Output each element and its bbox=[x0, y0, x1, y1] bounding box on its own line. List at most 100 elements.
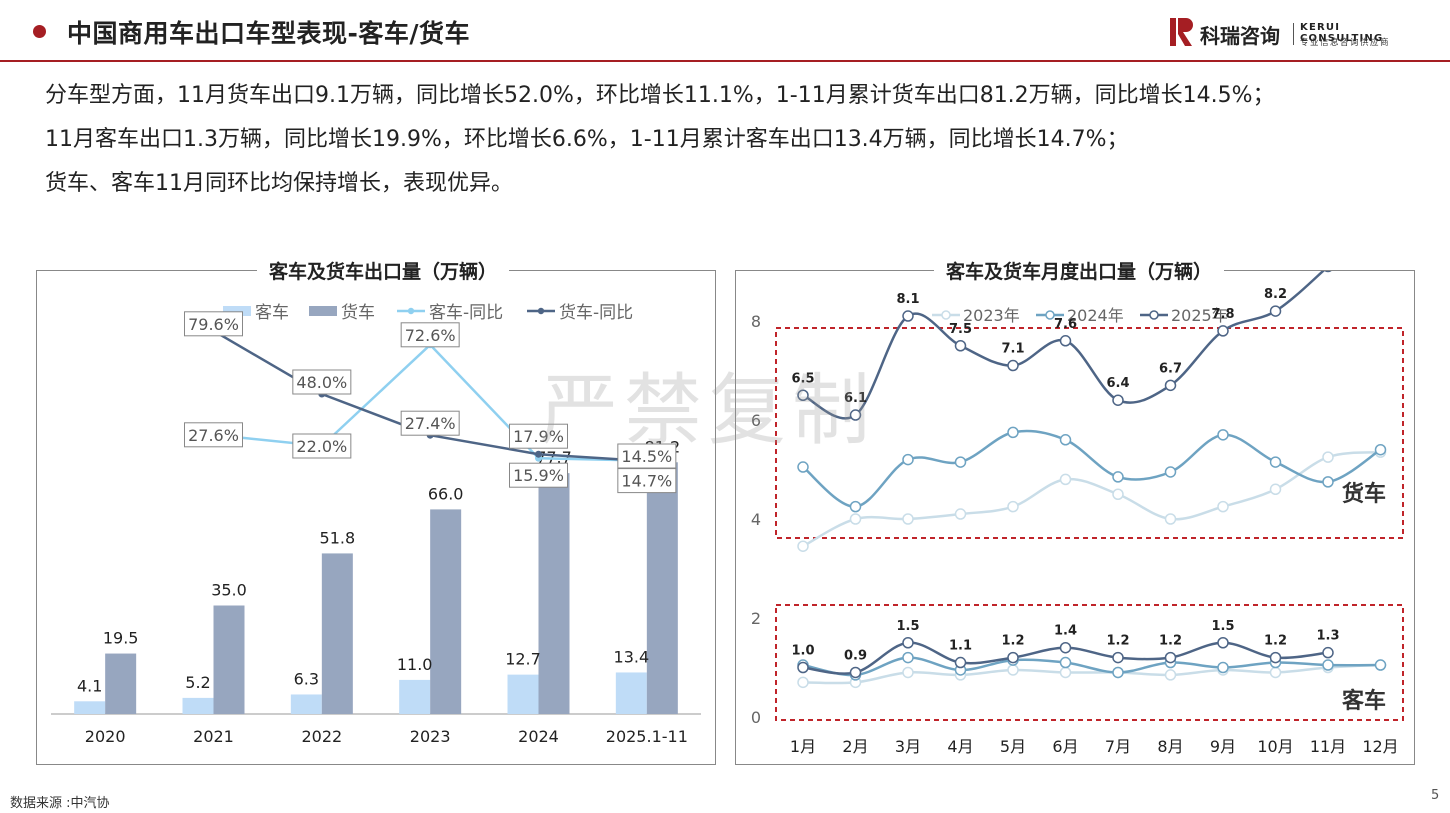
x-tick-label: 3月 bbox=[895, 737, 921, 756]
legend-swatch bbox=[223, 306, 251, 316]
summary-line: 分车型方面，11月货车出口9.1万辆，同比增长52.0%，环比增长11.1%，1… bbox=[45, 83, 1275, 108]
x-tick-label: 2020 bbox=[85, 727, 126, 746]
kerui-logo-icon bbox=[1170, 18, 1193, 46]
series-point bbox=[1164, 651, 1177, 664]
data-label-2025: 6.5 bbox=[791, 371, 814, 386]
data-label-2025: 7.5 bbox=[949, 322, 972, 337]
yoy-label-box bbox=[617, 443, 677, 469]
series-point bbox=[849, 500, 862, 513]
data-label-2025: 8.1 bbox=[896, 292, 919, 307]
series-point bbox=[1217, 661, 1229, 674]
data-label-2025: 0.9 bbox=[844, 648, 867, 663]
x-tick-label: 5月 bbox=[1000, 737, 1026, 756]
bar-truck bbox=[646, 462, 678, 714]
yoy-label: 14.7% bbox=[621, 472, 672, 491]
bar-bus bbox=[399, 679, 431, 714]
legend-label: 2024年 bbox=[1067, 306, 1124, 325]
data-label-bus: 5.2 bbox=[185, 673, 210, 692]
series-point bbox=[1164, 466, 1177, 478]
legend-marker bbox=[407, 307, 415, 315]
data-label-2025: 1.5 bbox=[1211, 619, 1234, 634]
data-label-2025: 7.1 bbox=[1001, 342, 1024, 357]
data-label-2025: 7.6 bbox=[1054, 317, 1077, 332]
bar-bus bbox=[615, 672, 647, 714]
data-label-truck: 51.8 bbox=[320, 528, 356, 547]
data-label-truck: 19.5 bbox=[103, 629, 139, 648]
monthly-chart-panel: 客车及货车月度出口量（万辆） 2023年 2024年 2025年 0 2 4 6 8 1月 2月 3… bbox=[735, 257, 1415, 765]
y-tick-label: 2 bbox=[751, 609, 761, 628]
logo-divider bbox=[1293, 23, 1294, 45]
x-tick-label: 7月 bbox=[1105, 737, 1131, 756]
data-label-2025: 1.1 bbox=[949, 639, 972, 654]
legend-marker bbox=[941, 310, 951, 320]
data-label-bus: 11.0 bbox=[397, 655, 433, 674]
yoy-label-box bbox=[184, 422, 243, 448]
series-point bbox=[1217, 500, 1229, 513]
data-source: 数据来源 :中汽协 bbox=[10, 796, 110, 811]
series-point bbox=[1322, 476, 1334, 488]
series-point bbox=[1324, 271, 1332, 273]
series-point bbox=[1112, 471, 1124, 483]
legend-label: 客车-同比 bbox=[429, 303, 503, 323]
yoy-label: 72.6% bbox=[405, 326, 456, 345]
series-line-2024年 bbox=[802, 429, 1382, 508]
data-label-bus: 6.3 bbox=[294, 669, 319, 688]
data-label-2025: 1.5 bbox=[896, 619, 919, 634]
summary-line: 11月客车出口1.3万辆，同比增长19.9%，环比增长6.6%，1-11月累计客… bbox=[45, 127, 1129, 152]
legend-marker bbox=[537, 307, 545, 315]
data-label-2025: 6.4 bbox=[1106, 376, 1129, 391]
data-label-2025: 1.4 bbox=[1054, 624, 1077, 639]
data-label-bus: 4.1 bbox=[77, 676, 102, 695]
legend-label: 2023年 bbox=[963, 306, 1020, 325]
header: 中国商用车出口车型表现-客车/货车 科瑞咨询 KERUI CONSULTING … bbox=[0, 0, 1450, 62]
series-point bbox=[797, 461, 809, 473]
logo-text-en: KERUI CONSULTING bbox=[1300, 22, 1384, 44]
data-label-truck: 35.0 bbox=[211, 581, 247, 600]
yoy-label-box bbox=[509, 462, 568, 488]
annual-chart: 客车 货车 客车-同比 货车-同比 4.1 19.5 2020 5.2 35.0 2021 6.3 5… bbox=[51, 303, 701, 746]
data-label-bus: 12.7 bbox=[505, 650, 541, 669]
x-tick-label: 2025.1-11 bbox=[606, 727, 688, 746]
series-point bbox=[1374, 443, 1387, 456]
data-label-2025: 1.2 bbox=[1106, 634, 1129, 649]
yoy-label: 14.5% bbox=[621, 447, 672, 466]
group-label-truck: 货车 bbox=[1342, 481, 1386, 507]
series-point bbox=[902, 666, 914, 679]
bar-bus bbox=[507, 674, 539, 714]
group-label-bus: 客车 bbox=[1342, 688, 1386, 714]
data-label-truck: 66.0 bbox=[428, 484, 464, 503]
series-point bbox=[902, 310, 914, 322]
legend-label: 2025年 bbox=[1171, 306, 1228, 325]
series-point bbox=[1164, 513, 1177, 525]
legend-swatch bbox=[309, 306, 337, 316]
data-label-2025: 6.7 bbox=[1159, 361, 1182, 376]
data-label-2025: 1.2 bbox=[1159, 634, 1182, 649]
x-tick-label: 4月 bbox=[947, 737, 973, 756]
series-point bbox=[1059, 656, 1072, 669]
title-bullet bbox=[33, 25, 46, 38]
y-tick-label: 4 bbox=[751, 510, 761, 529]
series-point bbox=[1322, 451, 1334, 463]
series-point bbox=[797, 540, 809, 552]
summary-text: 分车型方面，11月货车出口9.1万辆，同比增长52.0%，环比增长11.1%，1… bbox=[45, 74, 1415, 206]
bar-bus bbox=[182, 697, 214, 714]
series-point bbox=[1007, 359, 1019, 372]
yoy-label: 15.9% bbox=[513, 466, 564, 485]
series-point bbox=[954, 508, 967, 520]
x-tick-label: 12月 bbox=[1362, 737, 1398, 756]
yoy-label: 48.0% bbox=[296, 373, 347, 392]
yoy-label: 27.4% bbox=[405, 414, 456, 433]
header-divider bbox=[0, 60, 1450, 62]
monthly-chart: 2023年 2024年 2025年 0 2 4 6 8 1月 2月 3月 4月 5月 6月 7月 8月 9月 10… bbox=[751, 271, 1404, 756]
series-point bbox=[849, 666, 862, 679]
series-point bbox=[1322, 659, 1334, 671]
bar-truck bbox=[321, 553, 353, 714]
series-point bbox=[1112, 394, 1124, 406]
series-point bbox=[1269, 483, 1282, 496]
series-point bbox=[1269, 651, 1282, 664]
series-point bbox=[954, 456, 967, 468]
yoy-label-box bbox=[292, 433, 352, 459]
x-tick-label: 2月 bbox=[842, 737, 868, 756]
yoy-label-box bbox=[292, 369, 352, 395]
series-point bbox=[1007, 426, 1019, 439]
